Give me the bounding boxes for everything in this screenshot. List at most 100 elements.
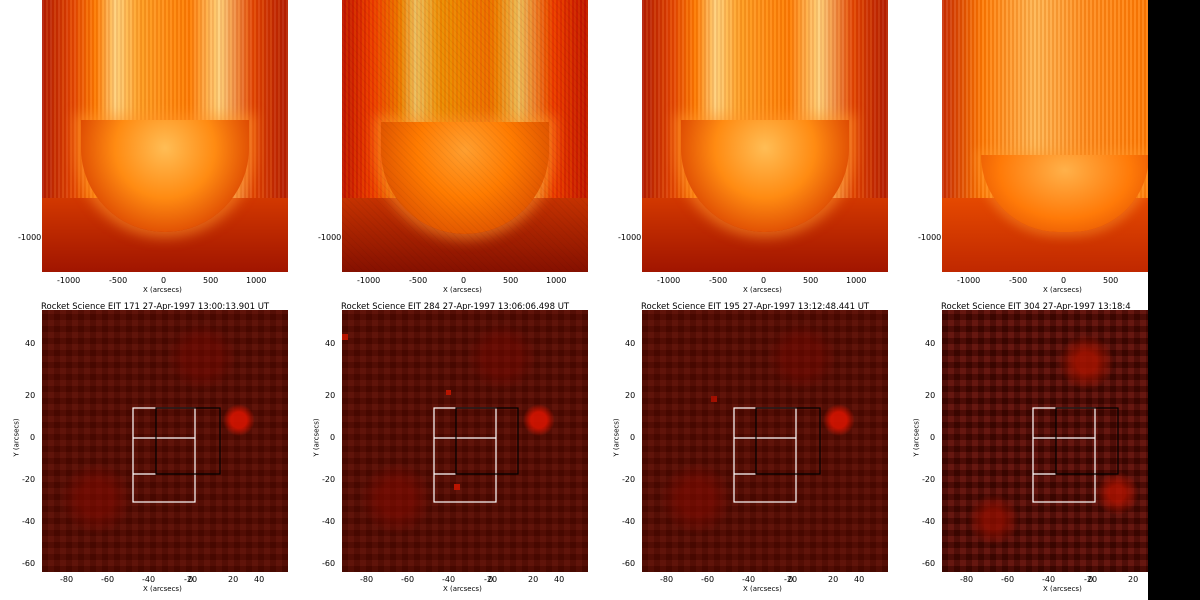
x-tick-label: 1000 bbox=[846, 276, 867, 285]
black-box bbox=[455, 407, 519, 475]
x-axis-label: X (arcsecs) bbox=[443, 585, 482, 593]
x-tick-label: 0 bbox=[461, 276, 467, 285]
x-tick-label: 20 bbox=[228, 575, 239, 584]
x-tick-label: -500 bbox=[709, 276, 728, 285]
x-tick-label: -20 bbox=[184, 575, 198, 584]
bright-pixel bbox=[454, 484, 460, 490]
x-tick-label: 40 bbox=[854, 575, 865, 584]
y-tick-label: 40 bbox=[25, 339, 36, 348]
x-tick-label: 1000 bbox=[246, 276, 267, 285]
full-disk-image bbox=[42, 0, 288, 272]
x-tick-label: -80 bbox=[60, 575, 74, 584]
y-tick-label: 40 bbox=[925, 339, 936, 348]
panel-title: Rocket Science EIT 304 27-Apr-1997 13:18… bbox=[941, 302, 1131, 312]
y-tick-label: 0 bbox=[30, 433, 36, 442]
y-tick-label: -1000 bbox=[318, 233, 342, 242]
y-tick-label: 40 bbox=[325, 339, 336, 348]
y-tick-label: -40 bbox=[622, 517, 636, 526]
y-tick-label: -40 bbox=[922, 517, 936, 526]
y-tick-label: -20 bbox=[622, 475, 636, 484]
panel-title: Rocket Science EIT 284 27-Apr-1997 13:06… bbox=[341, 302, 570, 312]
y-tick-label: 0 bbox=[330, 433, 336, 442]
bright-pixel bbox=[711, 396, 717, 402]
y-tick-label: -40 bbox=[322, 517, 336, 526]
x-tick-label: -40 bbox=[442, 575, 456, 584]
y-tick-label: -20 bbox=[22, 475, 36, 484]
x-tick-label: -60 bbox=[701, 575, 715, 584]
y-tick-label: 20 bbox=[625, 391, 636, 400]
x-tick-label: 0 bbox=[1088, 575, 1094, 584]
x-tick-label: 500 bbox=[803, 276, 819, 285]
y-axis-label: Y (arcsecs) bbox=[312, 418, 321, 457]
panel-eit-195: -1000 -1000 -500 0 500 1000 X (arcsecs) … bbox=[600, 0, 900, 600]
black-box bbox=[755, 407, 821, 475]
x-tick-label: -500 bbox=[409, 276, 428, 285]
x-axis-label: X (arcsecs) bbox=[143, 286, 182, 294]
x-tick-label: 40 bbox=[254, 575, 265, 584]
x-tick-label: 0 bbox=[1061, 276, 1067, 285]
y-tick-label: 0 bbox=[930, 433, 936, 442]
x-tick-label: -60 bbox=[401, 575, 415, 584]
y-tick-label: -60 bbox=[922, 559, 936, 568]
y-tick-label: -60 bbox=[22, 559, 36, 568]
y-tick-label: -60 bbox=[322, 559, 336, 568]
x-tick-label: -20 bbox=[1084, 575, 1098, 584]
x-tick-label: -80 bbox=[360, 575, 374, 584]
full-disk-image bbox=[942, 0, 1148, 272]
y-tick-label: -60 bbox=[622, 559, 636, 568]
x-axis-label: X (arcsecs) bbox=[743, 585, 782, 593]
field-of-view-overlay bbox=[711, 396, 821, 503]
white-box bbox=[132, 407, 196, 503]
zoom-image bbox=[42, 310, 288, 572]
zoom-image bbox=[342, 310, 588, 572]
x-tick-label: -60 bbox=[1001, 575, 1015, 584]
x-tick-label: 500 bbox=[503, 276, 519, 285]
y-tick-label: 20 bbox=[325, 391, 336, 400]
x-tick-label: -1000 bbox=[57, 276, 81, 285]
white-box bbox=[1032, 407, 1096, 503]
x-axis-label: X (arcsecs) bbox=[143, 585, 182, 593]
y-tick-label: -20 bbox=[322, 475, 336, 484]
y-axis-label: Y (arcsecs) bbox=[612, 418, 621, 457]
field-of-view-overlay bbox=[132, 407, 221, 503]
x-tick-label: -80 bbox=[960, 575, 974, 584]
panel-eit-171: -1000 -1000 -500 0 500 1000 X (arcsecs) … bbox=[0, 0, 300, 600]
bright-pixel bbox=[342, 334, 348, 340]
x-tick-label: 1000 bbox=[546, 276, 567, 285]
x-tick-label: -20 bbox=[784, 575, 798, 584]
x-tick-label: -40 bbox=[742, 575, 756, 584]
x-axis-label: X (arcsecs) bbox=[1043, 585, 1082, 593]
x-tick-label: 0 bbox=[788, 575, 794, 584]
field-of-view-overlay bbox=[342, 334, 519, 503]
x-tick-label: -500 bbox=[1009, 276, 1028, 285]
x-tick-label: -40 bbox=[142, 575, 156, 584]
y-tick-label: 40 bbox=[625, 339, 636, 348]
white-box bbox=[433, 407, 497, 503]
y-tick-label: 20 bbox=[925, 391, 936, 400]
x-tick-label: 40 bbox=[554, 575, 565, 584]
x-tick-label: 500 bbox=[1103, 276, 1119, 285]
panel-title: Rocket Science EIT 171 27-Apr-1997 13:00… bbox=[41, 302, 270, 312]
panel-eit-304: -1000 -1000 -500 0 500 X (arcsecs) Rocke… bbox=[900, 0, 1148, 600]
zoom-image bbox=[642, 310, 888, 572]
panel-title: Rocket Science EIT 195 27-Apr-1997 13:12… bbox=[641, 302, 870, 312]
x-axis-label: X (arcsecs) bbox=[443, 286, 482, 294]
bright-pixel bbox=[446, 390, 451, 395]
full-disk-image bbox=[342, 0, 588, 272]
y-tick-label: 20 bbox=[25, 391, 36, 400]
x-tick-label: 0 bbox=[761, 276, 767, 285]
x-tick-label: 0 bbox=[188, 575, 194, 584]
y-tick-label: -1000 bbox=[618, 233, 642, 242]
x-tick-label: 20 bbox=[828, 575, 839, 584]
zoom-image bbox=[942, 310, 1148, 572]
y-axis-label: Y (arcsecs) bbox=[912, 418, 921, 457]
x-axis-label: X (arcsecs) bbox=[1043, 286, 1082, 294]
x-tick-label: -40 bbox=[1042, 575, 1056, 584]
x-tick-label: -1000 bbox=[357, 276, 381, 285]
x-tick-label: -60 bbox=[101, 575, 115, 584]
y-tick-label: 0 bbox=[630, 433, 636, 442]
y-tick-label: -1000 bbox=[918, 233, 942, 242]
black-box bbox=[155, 407, 221, 475]
y-axis-label: Y (arcsecs) bbox=[12, 418, 21, 457]
panel-eit-284: -1000 -1000 -500 0 500 1000 X (arcsecs) … bbox=[300, 0, 600, 600]
